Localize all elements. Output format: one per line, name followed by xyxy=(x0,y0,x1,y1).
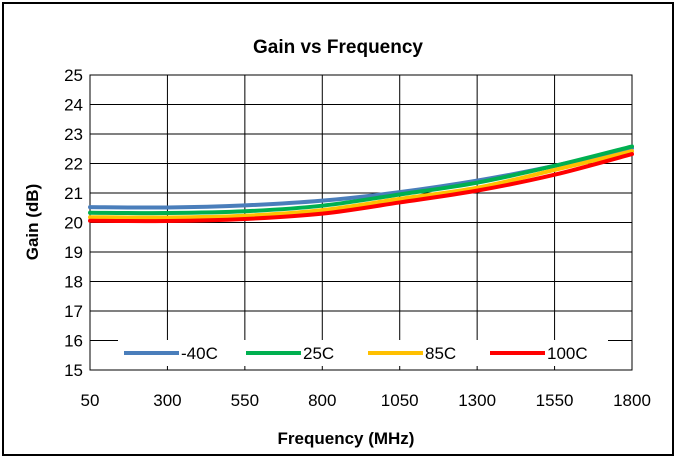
x-tick-label: 1050 xyxy=(381,391,419,410)
series-line-85c xyxy=(88,149,634,220)
y-tick-label: 19 xyxy=(64,243,83,262)
y-tick-label: 20 xyxy=(64,214,83,233)
legend: -40C 25C 85C 100C xyxy=(118,340,608,366)
tick-labels: 15 16 17 18 19 20 21 22 23 24 25 50 300 550 800 1050 130… xyxy=(64,66,651,410)
x-tick-label: 300 xyxy=(153,391,181,410)
chart-border xyxy=(2,2,674,456)
series-line-25c xyxy=(88,144,634,216)
x-axis-title: Frequency (MHz) xyxy=(278,429,415,448)
x-tick-label: 1800 xyxy=(613,391,651,410)
legend-label-40c: -40C xyxy=(181,344,218,363)
x-tick-label: 800 xyxy=(308,391,336,410)
x-tick-label: 1550 xyxy=(536,391,574,410)
y-tick-label: 21 xyxy=(64,184,83,203)
chart-title: Gain vs Frequency xyxy=(253,37,423,58)
y-tick-label: 22 xyxy=(64,155,83,174)
y-tick-label: 23 xyxy=(64,125,83,144)
y-tick-label: 15 xyxy=(64,361,83,380)
x-tick-label: 50 xyxy=(81,391,100,410)
y-tick-label: 25 xyxy=(64,66,83,85)
legend-label-100c: 100C xyxy=(547,344,588,363)
y-axis-title: Gain (dB) xyxy=(23,184,42,261)
series-lines xyxy=(88,144,634,224)
y-tick-label: 24 xyxy=(64,96,83,115)
legend-label-85c: 85C xyxy=(425,344,456,363)
series-line-100c xyxy=(88,152,634,224)
y-tick-label: 17 xyxy=(64,302,83,321)
x-tick-label: 1300 xyxy=(458,391,496,410)
y-tick-label: 18 xyxy=(64,273,83,292)
y-tick-label: 16 xyxy=(64,332,83,351)
legend-label-25c: 25C xyxy=(303,344,334,363)
x-tick-label: 550 xyxy=(231,391,259,410)
